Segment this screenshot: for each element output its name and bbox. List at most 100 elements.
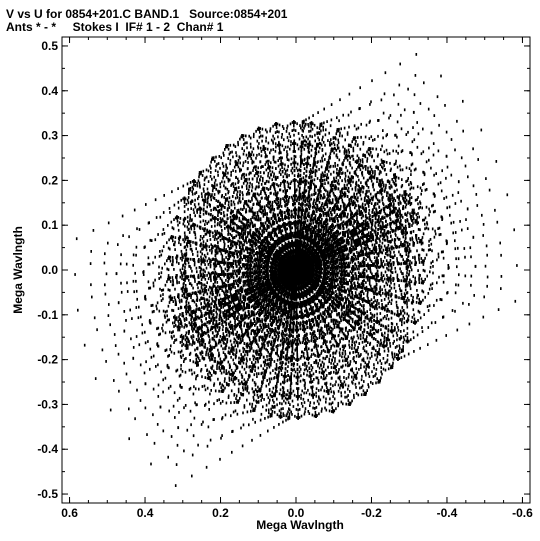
uv-point <box>336 344 338 348</box>
uv-point <box>174 324 177 327</box>
uv-point <box>360 253 362 257</box>
uv-point <box>369 192 372 196</box>
uv-point <box>307 232 309 236</box>
uv-point <box>332 180 334 184</box>
uv-point <box>271 204 274 208</box>
uv-point <box>270 148 272 152</box>
uv-point <box>234 304 236 308</box>
uv-point <box>303 126 305 130</box>
uv-point <box>241 314 244 318</box>
uv-point <box>359 297 361 300</box>
uv-point <box>363 365 365 369</box>
uv-point <box>245 184 248 188</box>
uv-point <box>396 334 399 337</box>
uv-point <box>314 154 316 158</box>
uv-point <box>361 275 363 279</box>
uv-point <box>182 218 185 222</box>
uv-point <box>393 312 396 316</box>
uv-point <box>226 272 229 276</box>
uv-point <box>342 273 344 277</box>
uv-point <box>179 354 182 358</box>
uv-point <box>195 330 197 333</box>
uv-point <box>312 221 314 225</box>
uv-point <box>336 325 338 329</box>
uv-point <box>331 239 333 243</box>
uv-point <box>360 244 362 248</box>
uv-point <box>214 323 216 327</box>
uv-point <box>346 253 348 257</box>
uv-point <box>257 170 260 174</box>
uv-point <box>249 342 251 346</box>
uv-point <box>342 348 344 352</box>
uv-point <box>354 233 356 237</box>
uv-point <box>372 147 374 151</box>
uv-point <box>316 309 319 313</box>
uv-point <box>230 226 233 230</box>
uv-point <box>359 205 362 209</box>
uv-point <box>265 403 268 407</box>
uv-point <box>282 162 284 166</box>
uv-point <box>199 343 201 347</box>
uv-point <box>395 353 398 356</box>
uv-point <box>407 194 410 198</box>
uv-point <box>398 351 401 355</box>
uv-point <box>308 199 311 202</box>
uv-point <box>273 426 275 429</box>
uv-point <box>261 127 264 131</box>
uv-point <box>405 227 407 230</box>
uv-point <box>309 232 312 235</box>
uv-point <box>277 197 280 200</box>
uv-point <box>236 303 238 307</box>
uv-point <box>206 347 209 350</box>
uv-point <box>275 201 277 205</box>
uv-point <box>232 295 235 299</box>
uv-point <box>299 192 302 196</box>
uv-point <box>418 215 420 219</box>
uv-point <box>368 375 371 378</box>
uv-point <box>263 398 265 401</box>
uv-point <box>365 165 367 168</box>
uv-point <box>227 144 229 147</box>
uv-point <box>221 273 223 276</box>
uv-point <box>230 372 233 376</box>
uv-point <box>348 222 351 226</box>
uv-point <box>317 111 319 114</box>
uv-point <box>295 179 297 182</box>
uv-point <box>218 155 221 158</box>
uv-point <box>340 127 342 131</box>
uv-point <box>363 264 366 268</box>
uv-point <box>382 248 385 252</box>
uv-point <box>293 356 295 360</box>
uv-point <box>410 280 413 284</box>
uv-point <box>204 198 207 202</box>
uv-point <box>326 173 329 176</box>
uv-point <box>362 253 365 257</box>
uv-point <box>302 209 305 212</box>
uv-point <box>369 264 371 267</box>
uv-point <box>225 372 227 375</box>
uv-point <box>331 337 333 340</box>
uv-point <box>342 359 344 363</box>
uv-point <box>352 154 354 158</box>
uv-point <box>278 123 281 127</box>
uv-point <box>169 276 171 280</box>
uv-point <box>352 224 354 228</box>
uv-point <box>287 410 289 414</box>
uv-point <box>322 214 325 217</box>
uv-point <box>267 415 269 419</box>
uv-point <box>268 335 271 338</box>
uv-point <box>377 380 379 384</box>
uv-point <box>269 295 271 298</box>
uv-point <box>398 207 400 211</box>
uv-point <box>228 346 230 350</box>
uv-point <box>280 315 282 318</box>
uv-point <box>315 387 318 391</box>
uv-point <box>284 340 286 344</box>
uv-point <box>328 201 330 205</box>
uv-point <box>279 291 281 295</box>
uv-point <box>278 392 281 396</box>
uv-point <box>192 329 194 333</box>
uv-point <box>317 197 320 201</box>
uv-point <box>356 218 358 221</box>
uv-point <box>196 374 199 377</box>
